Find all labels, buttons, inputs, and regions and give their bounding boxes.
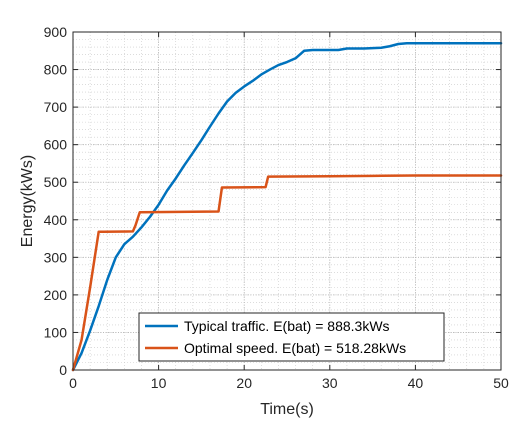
- y-tick-label: 100: [44, 324, 68, 340]
- legend-label-typical-traffic: Typical traffic. E(bat) = 888.3kWs: [184, 318, 390, 334]
- x-axis-title: Time(s): [260, 401, 314, 418]
- axes-box: [72, 31, 502, 371]
- legend-label-optimal-speed: Optimal speed. E(bat) = 518.28kWs: [184, 340, 406, 356]
- series-line-optimal-speed: [71, 174, 503, 372]
- y-tick-label: 200: [44, 287, 68, 303]
- y-axis-title: Energy(kWs): [19, 155, 36, 247]
- y-tick-label: 400: [44, 212, 68, 228]
- legend-box: [138, 312, 445, 362]
- x-tick-label: 50: [493, 375, 509, 391]
- y-tick-label: 0: [59, 362, 67, 378]
- x-tick-label: 20: [236, 375, 252, 391]
- series-line-typical-traffic: [71, 42, 503, 372]
- y-tick-label: 900: [44, 24, 68, 40]
- y-tick-label: 700: [44, 99, 68, 115]
- x-tick-label: 0: [69, 375, 77, 391]
- x-tick-label: 30: [322, 375, 338, 391]
- x-tick-label: 40: [408, 375, 424, 391]
- x-tick-label: 10: [151, 375, 167, 391]
- legend: Typical traffic. E(bat) = 888.3kWs Optim…: [138, 312, 445, 362]
- y-tick-label: 800: [44, 62, 68, 78]
- y-tick-label: 600: [44, 137, 68, 153]
- y-tick-label: 300: [44, 249, 68, 265]
- y-tick-label: 500: [44, 174, 68, 190]
